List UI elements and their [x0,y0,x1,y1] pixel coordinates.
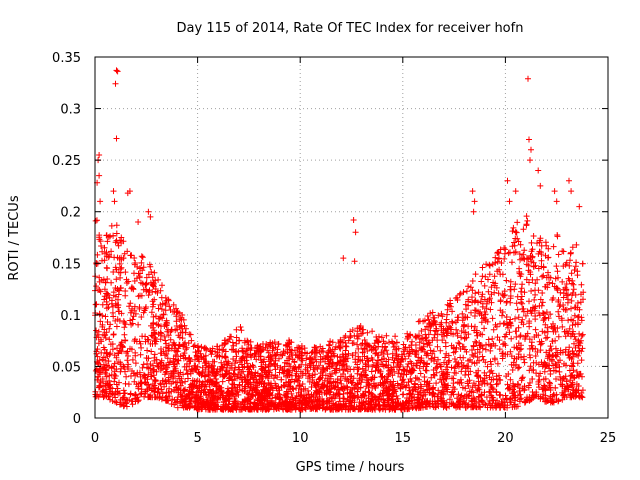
x-axis-label: GPS time / hours [296,460,405,475]
x-tick-label: 25 [600,431,617,446]
axis-ticks: 0 5 10 15 20 25 0 0.05 0.1 0.15 0.2 0.25 0.3 0.35 [52,51,616,446]
grid-lines [95,57,608,418]
y-tick-label: 0.2 [60,206,81,221]
x-tick-label: 0 [91,431,99,446]
y-axis-label: ROTI / TECUs [7,195,22,280]
y-tick-label: 0.05 [52,360,81,375]
y-tick-label: 0.3 [60,103,81,118]
chart-title: Day 115 of 2014, Rate Of TEC Index for r… [177,21,524,36]
x-tick-label: 5 [193,431,201,446]
data-points [92,67,587,413]
y-tick-label: 0.15 [52,257,81,272]
plot-frame [94,56,609,419]
x-tick-label: 20 [497,431,514,446]
x-tick-label: 15 [395,431,412,446]
y-tick-label: 0.35 [52,51,81,66]
x-tick-label: 10 [292,431,309,446]
y-tick-label: 0 [73,412,81,427]
y-tick-label: 0.1 [60,309,81,324]
scatter-markers [92,67,587,413]
y-tick-label: 0.25 [52,154,81,169]
